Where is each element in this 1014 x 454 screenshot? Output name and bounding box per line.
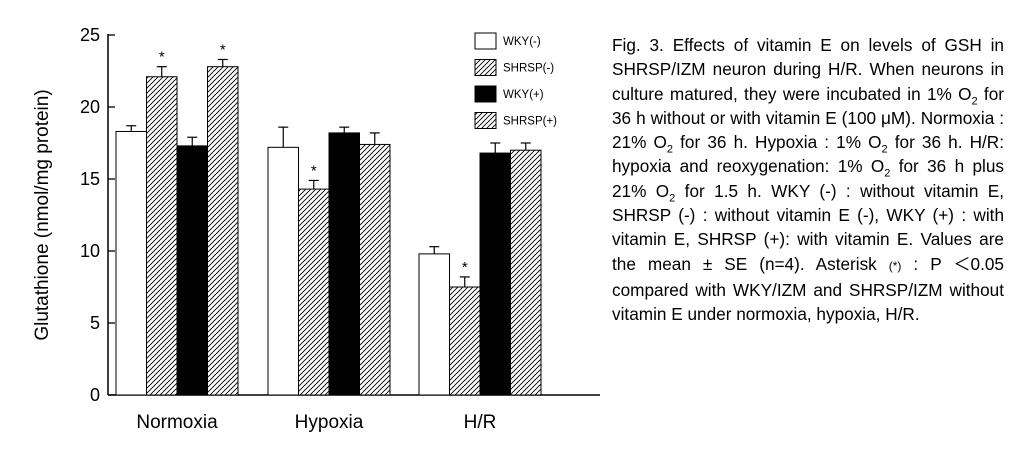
y-tick-label: 20 [80,97,100,117]
bar [359,143,391,396]
bars: * * Normoxia * Hypoxia * H/R [115,41,542,433]
asterisk-marker: (*) [888,258,902,273]
x-tick-label: Hypoxia [295,412,364,433]
y-tick-label: 15 [80,169,100,189]
bar [449,286,481,396]
legend: WKY(-) SHRSP(-) WKY(+) SHRSP(+) [474,32,557,129]
y-tick-label: 10 [80,241,100,261]
legend-label: WKY(-) [503,36,541,48]
bar [146,76,178,396]
bar [298,188,330,396]
legend-label: SHRSP(+) [503,116,557,128]
figure-caption: Fig. 3. Effects of vitamin E on levels o… [612,35,1005,325]
bar [510,149,542,396]
bar [115,130,147,396]
x-tick-label: H/R [464,412,497,433]
bar [328,132,360,396]
bar [207,66,239,396]
legend-label: SHRSP(-) [503,63,554,75]
bar-chart: Glutathione (nmol/mg protein) 0 5 10 15 20 25… [32,25,600,433]
legend-swatch [474,85,497,103]
x-tick-label: Normoxia [136,412,218,433]
significance-asterisk: * [220,41,226,58]
bar [418,253,450,396]
bar [176,145,208,396]
bar [267,146,299,396]
significance-asterisk: * [159,49,165,66]
legend-swatch [474,59,497,76]
y-tick-label: 25 [80,25,100,45]
y-axis-label: Glutathione (nmol/mg protein) [32,89,53,340]
legend-swatch [474,32,497,50]
significance-asterisk: * [311,162,317,179]
y-tick-label: 0 [90,385,100,405]
y-tick-label: 5 [90,313,100,333]
legend-swatch [474,112,497,129]
legend-label: WKY(+) [503,89,544,101]
caption-text: Fig. 3. Effects of vitamin E on levels o… [612,35,1004,104]
bar [479,152,511,396]
significance-asterisk: * [462,259,468,276]
